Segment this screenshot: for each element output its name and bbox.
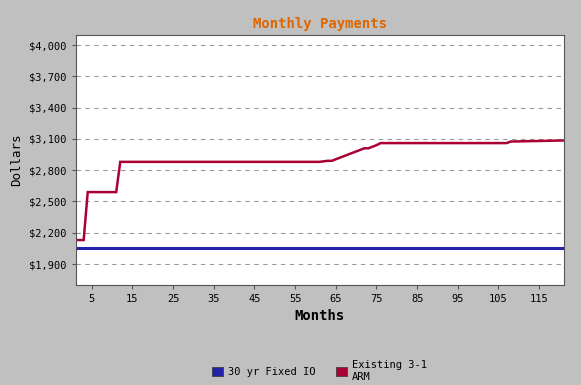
Legend: 30 yr Fixed IO, Existing 3-1
ARM: 30 yr Fixed IO, Existing 3-1 ARM [209, 357, 430, 385]
X-axis label: Months: Months [295, 310, 345, 323]
Y-axis label: Dollars: Dollars [10, 134, 23, 186]
Title: Monthly Payments: Monthly Payments [253, 17, 386, 31]
